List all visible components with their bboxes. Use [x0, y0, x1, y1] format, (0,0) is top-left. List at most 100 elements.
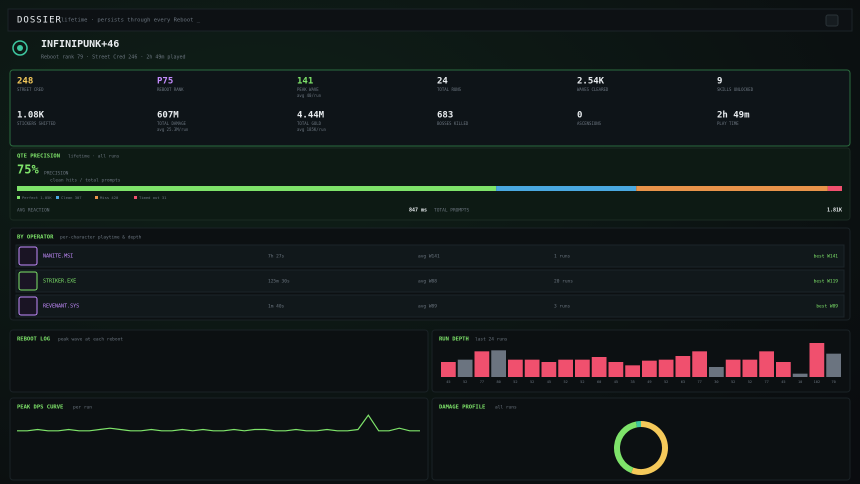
stat-value: 248: [17, 77, 33, 87]
run-label: 77: [764, 380, 768, 384]
damage-panel: [431, 397, 851, 481]
stat-label: BOSSES KILLED: [437, 121, 469, 126]
run-bar: [558, 359, 573, 377]
chart-title: DAMAGE PROFILE: [439, 405, 485, 411]
run-bar: [524, 359, 540, 377]
operator-best: best W119: [814, 279, 839, 285]
qte-legend-label: Miss 420: [100, 195, 119, 200]
run-bar: [591, 357, 607, 377]
run-bar: [441, 362, 456, 377]
run-label: 52: [530, 380, 534, 384]
donut-slice: [614, 421, 638, 474]
run-label: 45: [781, 380, 785, 384]
operator-best: best W89: [816, 304, 838, 310]
operator-row: [15, 269, 845, 293]
stat-label: PEAK WAVE: [297, 87, 319, 92]
operator-avatar: [18, 246, 38, 266]
stat-value: 141: [297, 77, 313, 87]
run-label: 35: [630, 380, 634, 384]
stats-panel: [9, 69, 851, 147]
run-bar: [541, 362, 557, 377]
qte-segment: [496, 186, 637, 191]
run-bar: [491, 350, 506, 377]
reboot-log-panel: [9, 329, 429, 393]
qte-title: QTE PRECISION: [17, 154, 60, 160]
header-bar: [7, 8, 853, 32]
reboot-log-subtitle: peak wave at each reboot: [58, 337, 123, 343]
profile-details: Reboot rank 79 · Street Cred 246 · 2h 49…: [41, 55, 186, 61]
qte-legend-label: Clean 307: [61, 195, 82, 200]
donut-slice: [631, 421, 668, 475]
run-bar: [575, 359, 590, 377]
stat-value: 24: [437, 77, 448, 87]
qte-formula: clean hits / total prompts: [50, 178, 121, 184]
run-bar: [725, 359, 741, 377]
qte-legend-swatch: [95, 196, 98, 199]
run-label: 45: [547, 380, 551, 384]
reaction-value: 847 ms: [409, 208, 427, 214]
run-label: 70: [831, 380, 835, 384]
reboot-log-title: REBOOT LOG: [17, 337, 51, 343]
run-bar: [642, 360, 657, 377]
settings-button[interactable]: [825, 14, 839, 27]
qte-legend-swatch: [56, 196, 59, 199]
header-title: DOSSIER: [17, 16, 62, 26]
run-bar: [792, 373, 808, 377]
operator-row: [15, 294, 845, 318]
stat-label: REBOOT RANK: [157, 87, 184, 92]
run-bar: [826, 353, 841, 377]
run-label: 45: [446, 380, 450, 384]
stat-value: 2.54K: [577, 77, 605, 87]
run-label: 10: [798, 380, 802, 384]
qte-legend-swatch: [134, 196, 137, 199]
stat-value: P75: [157, 77, 173, 87]
stat-label: TOTAL GOLD: [297, 121, 322, 126]
reaction-label: AVG REACTION: [17, 208, 50, 214]
run-label: 45: [614, 380, 618, 384]
run-bar: [474, 351, 490, 377]
operator-avg: avg W88: [418, 279, 437, 285]
qte-legend-swatch: [17, 196, 20, 199]
run-bar: [658, 359, 674, 377]
run-bar: [809, 343, 825, 377]
stat-note: avg 25.3M/run: [157, 127, 189, 132]
stat-value: 0: [577, 111, 582, 121]
run-label: 52: [563, 380, 567, 384]
run-label: 102: [814, 380, 821, 384]
dps-panel: [9, 397, 429, 481]
qte-legend-label: Timed out 31: [139, 195, 167, 200]
run-label: 52: [580, 380, 584, 384]
stat-label: STICKERS SHIFTED: [17, 121, 56, 126]
run-label: 63: [681, 380, 685, 384]
stat-value: 683: [437, 111, 453, 121]
operator-name: STRIKER.EXE: [43, 279, 76, 285]
operator-name: REVENANT.SYS: [43, 304, 79, 310]
operator-avatar: [18, 271, 38, 291]
qte-segment: [827, 186, 842, 191]
run-bar: [759, 351, 774, 377]
stat-value: 1.08K: [17, 111, 45, 121]
qte-percent: 75%: [17, 163, 39, 177]
run-label: 30: [714, 380, 718, 384]
operator-subtitle: per-character playtime & depth: [60, 235, 142, 241]
qte-panel: [9, 147, 851, 221]
stat-label: SKILLS UNLOCKED: [717, 87, 754, 92]
run-label: 77: [697, 380, 701, 384]
run-label: 52: [731, 380, 735, 384]
stat-value: 2h 49m: [717, 111, 750, 121]
operator-avg: avg W141: [418, 254, 440, 260]
run-bar: [608, 362, 624, 377]
stat-value: 4.44M: [297, 111, 325, 121]
run-label: 49: [647, 380, 651, 384]
qte-subtitle: lifetime · all runs: [68, 154, 120, 160]
operator-avatar: [18, 296, 38, 316]
stat-label: TOTAL RUNS: [437, 87, 462, 92]
total-value: 1.81K: [827, 208, 842, 214]
operator-time: 1m 40s: [268, 304, 285, 310]
header-subtitle: lifetime · persists through every Reboot…: [61, 18, 201, 24]
operator-name: NANITE.MSI: [43, 254, 73, 260]
run-bar: [742, 359, 758, 377]
stat-label: ASCENSIONS: [577, 121, 602, 126]
run-label: 52: [664, 380, 668, 384]
